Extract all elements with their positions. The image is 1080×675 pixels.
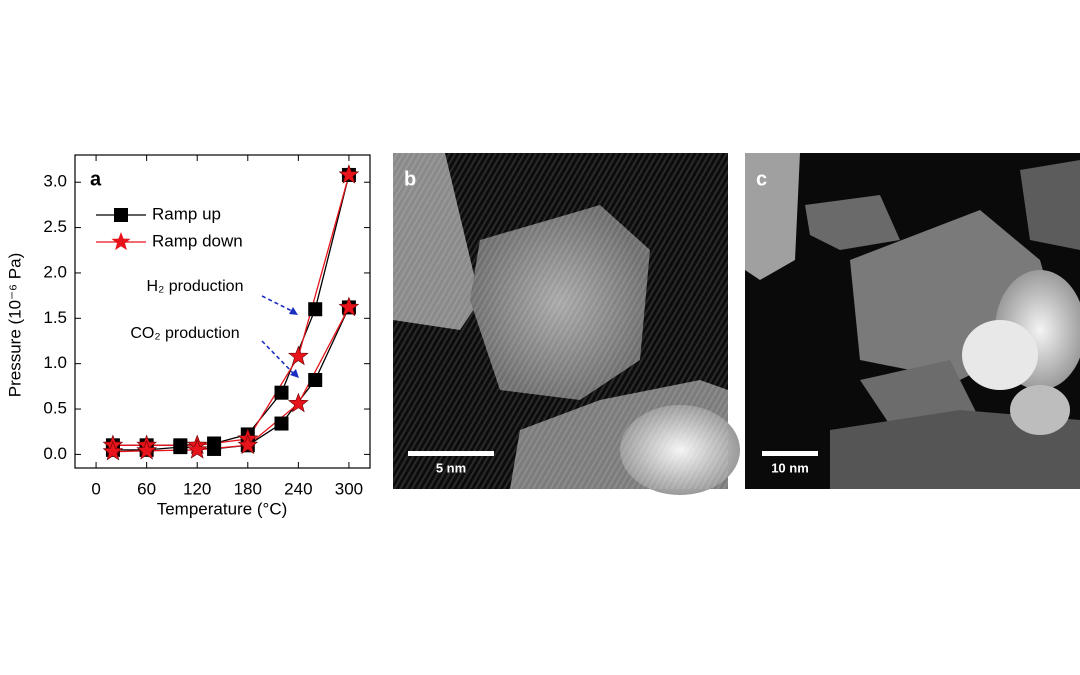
x-tick-label: 120 [183,479,211,498]
marker [287,345,309,366]
crystal [830,410,1080,489]
annotation: CO₂ production [130,325,239,342]
panel-label: c [756,168,767,190]
crystal [962,320,1038,390]
marker [274,385,289,400]
plot-frame [74,154,371,469]
y-tick-label: 0.5 [43,399,67,418]
panel-label: b [404,168,416,190]
marker [173,440,188,455]
crystal [1020,160,1080,250]
marker [136,439,158,460]
crystal [805,195,900,250]
annotation-arrows [261,295,295,375]
image-c [745,153,1080,489]
legend-label: Ramp down [152,231,243,250]
y-tick-label: 0.0 [43,444,67,463]
x-axis-label: Temperature (°C) [157,499,288,518]
x-tick-label: 0 [91,479,100,498]
marker [274,416,289,431]
legend-marker [111,232,131,251]
legend-label: Ramp up [152,204,221,223]
arrow-head [289,307,299,378]
marker [237,434,259,455]
y-axis-label: Pressure (10⁻⁶ Pa) [5,253,24,397]
arrow [261,295,295,313]
marker [102,440,124,461]
annotation: H₂ production [147,278,244,295]
scale-bar [762,451,818,456]
x-tick-label: 300 [335,479,363,498]
scale-bar-label: 5 nm [436,460,466,475]
marker [287,392,309,413]
x-tick-label: 180 [234,479,262,498]
marker [308,302,323,317]
y-tick-label: 2.0 [43,262,67,281]
y-tick-label: 1.0 [43,353,67,372]
marker [338,164,360,184]
marker [186,439,208,459]
y-tick-label: 1.5 [43,308,67,327]
crystal [745,153,800,280]
scale-bar [408,451,494,456]
marker [207,441,222,456]
y-tick-label: 2.5 [43,217,67,236]
crystal [1010,385,1070,435]
x-tick-label: 240 [284,479,312,498]
image-b [393,153,740,495]
x-tick-label: 60 [137,479,156,498]
marker [308,372,323,387]
y-tick-label: 3.0 [43,172,67,191]
panel-label: a [90,168,102,190]
scale-bar-label: 10 nm [771,460,809,475]
legend-marker [114,208,128,222]
marker [338,296,360,317]
arrow [261,340,295,375]
lattice [393,153,728,489]
